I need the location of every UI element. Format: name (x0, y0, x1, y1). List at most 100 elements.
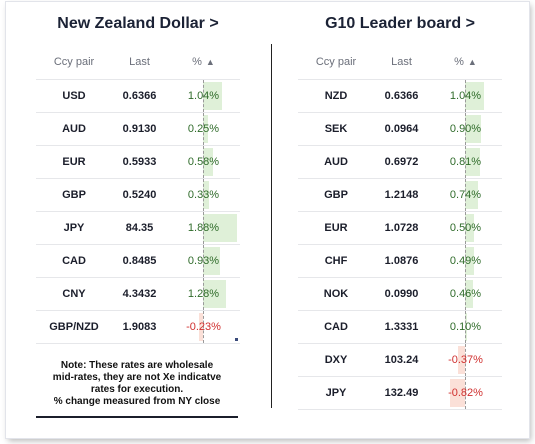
zero-line (203, 212, 204, 244)
last-rate-cell: 0.5933 (122, 156, 157, 168)
percent-change-cell: 0.50% (429, 212, 502, 244)
nzd-panel-title[interactable]: New Zealand Dollar > (57, 15, 219, 32)
last-rate-cell: 1.0876 (384, 255, 419, 267)
table-header: Ccy pair Last % ▲ (298, 44, 502, 80)
percent-change-cell: -0.23% (167, 311, 240, 343)
percent-change-value: 0.10% (449, 321, 482, 333)
table-row[interactable]: JPY 132.49 -0.82% (298, 377, 502, 410)
negative-change-bar (198, 313, 203, 341)
table-row[interactable]: AUD 0.6972 0.81% (298, 146, 502, 179)
percent-change-value: 0.93% (187, 255, 220, 267)
zero-line (203, 278, 204, 310)
percent-change-value: 0.49% (449, 255, 482, 267)
zero-line (203, 311, 204, 343)
header-percent[interactable]: % ▲ (429, 44, 502, 79)
table-row[interactable]: GBP/NZD 1.9083 -0.23% (36, 311, 240, 344)
percent-change-value: 1.28% (187, 288, 220, 300)
percent-change-value: 0.46% (449, 288, 482, 300)
table-row[interactable]: CAD 0.8485 0.93% (36, 245, 240, 278)
table-row[interactable]: JPY 84.35 1.88% (36, 212, 240, 245)
header-percent[interactable]: % ▲ (167, 44, 240, 79)
note-line: Note: These rates are wholesale (60, 360, 214, 371)
percent-change-cell: 1.04% (429, 80, 502, 112)
table-row[interactable]: GBP 0.5240 0.33% (36, 179, 240, 212)
header-ccy-pair[interactable]: Ccy pair (53, 55, 95, 68)
table-row[interactable]: USD 0.6366 1.04% (36, 80, 240, 113)
header-ccy-pair[interactable]: Ccy pair (315, 55, 357, 68)
g10-panel-title[interactable]: G10 Leader board > (325, 15, 475, 32)
triangle-up-icon[interactable]: ▲ (205, 56, 215, 67)
zero-line (465, 146, 466, 178)
last-rate-cell: 4.3432 (122, 288, 157, 300)
percent-change-cell: 1.04% (167, 80, 240, 112)
table-row[interactable]: AUD 0.9130 0.25% (36, 113, 240, 146)
positive-change-bar (465, 247, 474, 275)
table-row[interactable]: EUR 0.5933 0.58% (36, 146, 240, 179)
percent-change-value: -0.82% (448, 387, 483, 399)
zero-line (465, 377, 466, 409)
percent-change-cell: -0.82% (429, 377, 502, 409)
percent-change-value: 0.25% (187, 123, 220, 135)
ccy-pair-cell: DXY (324, 354, 348, 366)
ccy-pair-cell: NZD (324, 90, 348, 102)
positive-change-bar (465, 115, 482, 143)
table-row[interactable]: DXY 103.24 -0.37% (298, 344, 502, 377)
table-row[interactable]: CAD 1.3331 0.10% (298, 311, 502, 344)
rates-note: Note: These rates are wholesale mid-rate… (36, 360, 238, 418)
positive-change-bar (465, 148, 480, 176)
zero-line (465, 245, 466, 277)
table-row[interactable]: GBP 1.2148 0.74% (298, 179, 502, 212)
percent-change-cell: 0.49% (429, 245, 502, 277)
zero-line (465, 344, 466, 376)
zero-line (203, 80, 204, 112)
header-last[interactable]: Last (391, 55, 412, 68)
positive-change-bar (203, 181, 209, 209)
table-row[interactable]: CHF 1.0876 0.49% (298, 245, 502, 278)
percent-change-cell: 0.10% (429, 311, 502, 343)
zero-line (203, 245, 204, 277)
note-line: rates for execution. (90, 384, 184, 395)
table-row[interactable]: SEK 0.0964 0.90% (298, 113, 502, 146)
positive-change-bar (203, 148, 214, 176)
table-row[interactable]: NOK 0.0990 0.46% (298, 278, 502, 311)
triangle-up-icon[interactable]: ▲ (467, 56, 477, 67)
zero-line (203, 113, 204, 145)
ccy-pair-cell: GBP (62, 189, 86, 201)
last-rate-cell: 0.0990 (384, 288, 419, 300)
header-percent-label: % (192, 55, 202, 68)
last-rate-cell: 0.0964 (384, 123, 419, 135)
panel-divider (271, 44, 272, 408)
nzd-panel: New Zealand Dollar > Ccy pair Last % ▲ U… (36, 2, 240, 418)
ccy-pair-cell: CNY (62, 288, 86, 300)
table-row[interactable]: EUR 1.0728 0.50% (298, 212, 502, 245)
note-line: % change measured from NY close (53, 396, 221, 407)
last-rate-cell: 1.0728 (384, 222, 419, 234)
negative-change-bar (458, 346, 465, 374)
table-row[interactable]: CNY 4.3432 1.28% (36, 278, 240, 311)
last-rate-cell: 1.3331 (384, 321, 419, 333)
ccy-pair-cell: NOK (323, 288, 349, 300)
zero-line (465, 80, 466, 112)
percent-change-value: -0.37% (448, 354, 483, 366)
table-header: Ccy pair Last % ▲ (36, 44, 240, 80)
percent-change-cell: 0.90% (429, 113, 502, 145)
header-last[interactable]: Last (129, 55, 150, 68)
g10-panel: G10 Leader board > Ccy pair Last % ▲ NZD… (298, 2, 502, 410)
percent-change-cell: 1.28% (167, 278, 240, 310)
percent-change-value: 0.58% (187, 156, 220, 168)
last-rate-cell: 132.49 (384, 387, 419, 399)
table-row[interactable]: NZD 0.6366 1.04% (298, 80, 502, 113)
last-rate-cell: 1.9083 (122, 321, 157, 333)
last-rate-cell: 0.8485 (122, 255, 157, 267)
resize-corner-mark (235, 338, 238, 341)
positive-change-bar (203, 214, 237, 242)
zero-line (203, 179, 204, 211)
percent-change-value: 1.04% (449, 90, 482, 102)
note-line: mid-rates, they are not Xe indicatve (52, 372, 222, 383)
positive-change-bar (203, 247, 220, 275)
percent-change-value: 0.74% (449, 189, 482, 201)
last-rate-cell: 103.24 (384, 354, 419, 366)
percent-change-cell: 0.93% (167, 245, 240, 277)
percent-change-value: 0.33% (187, 189, 220, 201)
zero-line (203, 146, 204, 178)
